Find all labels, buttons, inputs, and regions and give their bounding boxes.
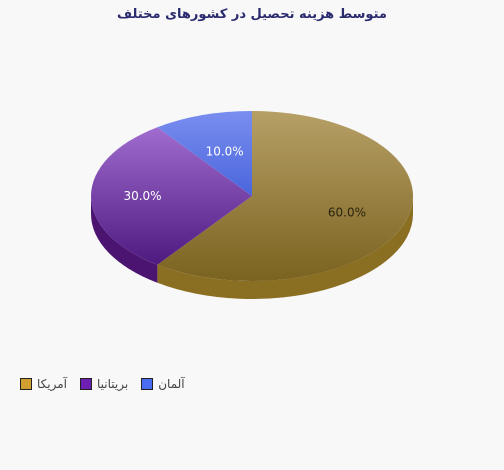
- pie-slice-germany[interactable]: [157, 111, 252, 196]
- pie-labels: 60.0% 30.0% 10.0%: [123, 145, 366, 220]
- pie-tops: [90, 111, 414, 281]
- legend-item-america[interactable]: آمریکا: [20, 377, 67, 391]
- pie-label-britain: 30.0%: [123, 189, 161, 203]
- legend-swatch-britain: [80, 378, 93, 390]
- legend-label-britain: بریتانیا: [97, 377, 129, 391]
- pie-side-britain: [91, 196, 158, 283]
- legend-swatch-germany: [141, 378, 154, 390]
- legend-swatch-america: [20, 378, 32, 390]
- pie-label-germany: 10.0%: [206, 145, 244, 159]
- pie-sides: [91, 196, 413, 299]
- pie-side-america: [157, 196, 413, 299]
- legend-item-germany[interactable]: آلمان: [141, 377, 185, 391]
- legend-item-britain[interactable]: بریتانیا: [80, 377, 128, 391]
- pie-slice-britain[interactable]: [90, 127, 252, 265]
- pie-label-america: 60.0%: [328, 205, 366, 219]
- chart-title: متوسط هزینه تحصیل در کشورهای مختلف: [117, 7, 387, 22]
- legend: آمریکا بریتانیا آلمان: [20, 377, 198, 391]
- legend-label-germany: آلمان: [158, 377, 185, 391]
- pie-slice-america[interactable]: [157, 111, 414, 281]
- legend-label-america: آمریکا: [37, 377, 68, 391]
